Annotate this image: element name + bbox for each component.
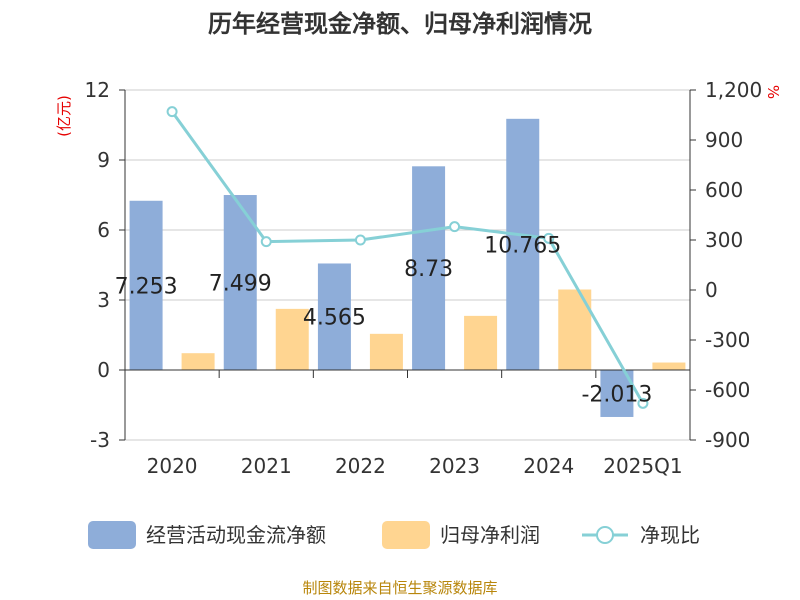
bar-cashflow — [506, 118, 540, 370]
bar-net-profit — [369, 333, 403, 370]
legend-swatch — [88, 521, 136, 549]
ratio-point — [260, 236, 272, 248]
ratio-point — [449, 221, 461, 233]
right-tick-label: -300 — [705, 328, 750, 352]
bar-cashflow — [317, 263, 351, 370]
right-tick-label: -900 — [705, 428, 750, 452]
left-tick-label: 0 — [97, 358, 110, 382]
ratio-point — [637, 397, 649, 409]
category-label: 2024 — [523, 454, 574, 478]
category-label: 2025Q1 — [603, 454, 682, 478]
bar-net-profit — [464, 315, 498, 370]
ratio-point — [543, 232, 555, 244]
bar-data-label: 7.499 — [209, 272, 272, 297]
ratio-point — [354, 234, 366, 246]
right-tick-label: 600 — [705, 178, 743, 202]
category-label: 2022 — [335, 454, 386, 478]
left-tick-label: 9 — [97, 148, 110, 172]
legend-marker — [596, 526, 614, 544]
category-label: 2023 — [429, 454, 480, 478]
right-tick-label: 300 — [705, 228, 743, 252]
legend-label: 经营活动现金流净额 — [146, 523, 326, 547]
bar-cashflow — [412, 166, 446, 370]
bar-data-label: 10.765 — [484, 233, 561, 258]
category-label: 2020 — [147, 454, 198, 478]
legend: 经营活动现金流净额 归母净利润 净现比 — [88, 521, 700, 549]
left-tick-label: 12 — [85, 78, 110, 102]
left-axis-unit: (亿元) — [55, 95, 73, 137]
left-tick-label: 3 — [97, 288, 110, 312]
right-tick-label: 900 — [705, 128, 743, 152]
right-axis-unit: % — [764, 85, 782, 99]
data-labels: 7.253 7.499 4.565 8.73 10.765 -2.013 — [115, 233, 653, 407]
bar-cashflow — [129, 200, 163, 370]
bar-net-profit — [181, 353, 215, 370]
left-tick-label: -3 — [90, 428, 110, 452]
ratio-point — [166, 106, 178, 118]
bar-data-label: 7.253 — [115, 274, 178, 299]
legend-label: 归母净利润 — [440, 523, 540, 547]
legend-label: 净现比 — [640, 523, 700, 547]
category-label: 2021 — [241, 454, 292, 478]
right-tick-label: 0 — [705, 278, 718, 302]
bar-data-label: -2.013 — [581, 382, 652, 407]
bar-cashflow — [223, 195, 257, 370]
bar-net-profit — [275, 308, 309, 370]
ratio-line-path — [170, 110, 645, 405]
ratio-line — [166, 106, 649, 409]
bar-data-label: 8.73 — [404, 257, 453, 282]
source-note: 制图数据来自恒生聚源数据库 — [302, 579, 497, 597]
right-tick-label: -600 — [705, 378, 750, 402]
bar-data-label: 4.565 — [303, 306, 366, 331]
legend-swatch — [382, 521, 430, 549]
bars — [129, 118, 686, 417]
axes: -3 0 3 6 9 12 -900 -600 -300 0 300 600 900 1,200 2020 2… — [85, 78, 763, 478]
right-tick-label: 1,200 — [705, 78, 762, 102]
left-tick-label: 6 — [97, 218, 110, 242]
bar-net-profit — [652, 362, 686, 370]
chart-title: 历年经营现金净额、归母净利润情况 — [208, 10, 592, 38]
